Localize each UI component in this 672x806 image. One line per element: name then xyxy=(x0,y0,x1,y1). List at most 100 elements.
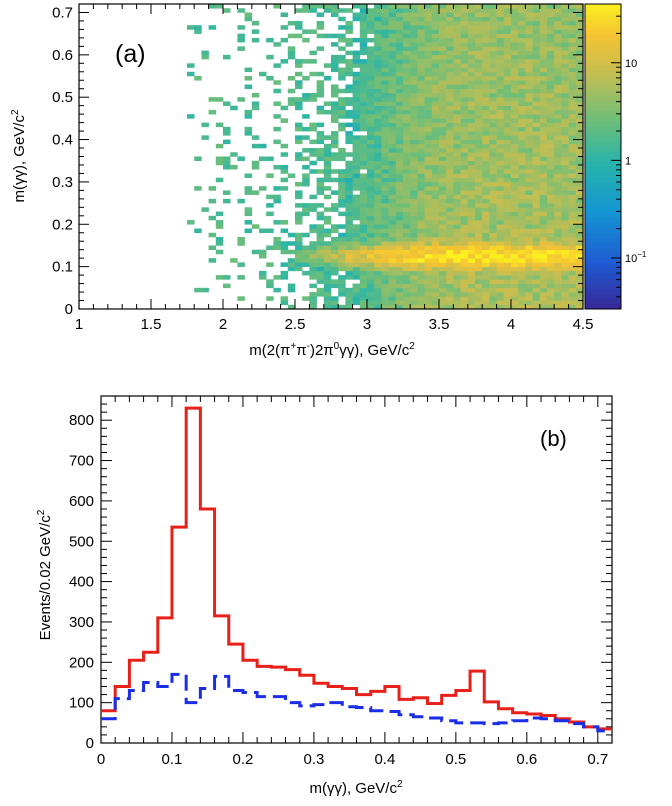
heatmap-cell xyxy=(338,8,346,13)
heatmap-cell xyxy=(547,12,555,18)
heatmap-cell xyxy=(453,203,461,208)
heatmap-cell xyxy=(439,169,447,174)
heatmap-cell xyxy=(439,122,447,128)
heatmap-cell xyxy=(518,249,526,255)
heatmap-cell xyxy=(388,139,397,145)
heatmap-cell xyxy=(403,245,411,250)
heatmap-cell xyxy=(352,186,361,191)
heatmap-cell xyxy=(539,296,548,301)
heatmap-cell xyxy=(388,198,397,204)
colorbar-segment xyxy=(585,115,621,122)
heatmap-cell xyxy=(374,71,382,77)
heatmap-cell xyxy=(374,139,382,145)
heatmap-cell xyxy=(482,186,490,191)
heatmap-cell xyxy=(460,46,469,51)
heatmap-cell xyxy=(410,279,418,284)
heatmap-cell xyxy=(424,279,433,284)
heatmap-cell xyxy=(489,262,497,267)
heatmap-cell xyxy=(352,92,361,98)
heatmap-cell xyxy=(489,181,497,187)
heatmap-cell xyxy=(417,283,425,289)
heatmap-cell xyxy=(446,12,454,18)
heatmap-cell xyxy=(395,67,404,73)
heatmap-cell xyxy=(208,97,217,102)
x-tick-label: 0.3 xyxy=(303,751,324,768)
heatmap-cell xyxy=(525,109,533,115)
heatmap-cell xyxy=(460,253,469,259)
heatmap-cell xyxy=(374,275,382,280)
heatmap-cell xyxy=(359,220,368,225)
heatmap-cell xyxy=(410,186,418,191)
heatmap-cell xyxy=(518,114,526,119)
heatmap-cell xyxy=(338,249,346,255)
heatmap-cell xyxy=(359,101,368,106)
heatmap-cell xyxy=(244,126,253,132)
heatmap-cell xyxy=(575,8,584,13)
heatmap-cell xyxy=(446,114,454,119)
heatmap-cell xyxy=(323,194,332,200)
heatmap-cell xyxy=(388,29,397,34)
heatmap-cell xyxy=(561,228,569,234)
heatmap-cell xyxy=(295,194,303,200)
heatmap-cell xyxy=(547,46,555,51)
heatmap-cell xyxy=(302,59,310,64)
heatmap-cell xyxy=(511,207,519,212)
heatmap-cell xyxy=(511,296,519,301)
heatmap-cell xyxy=(482,152,490,157)
heatmap-cell xyxy=(525,173,533,178)
heatmap-cell xyxy=(568,236,577,242)
heatmap-cell xyxy=(424,283,433,289)
heatmap-cell xyxy=(453,29,461,34)
heatmap-cell xyxy=(410,296,418,301)
heatmap-cell xyxy=(316,148,325,153)
heatmap-cell xyxy=(403,126,411,132)
heatmap-cell xyxy=(547,232,555,238)
heatmap-cell xyxy=(359,266,368,272)
heatmap-cell xyxy=(496,292,505,297)
heatmap-cell xyxy=(532,198,541,204)
heatmap-cell xyxy=(374,156,382,162)
heatmap-cell xyxy=(323,258,332,263)
heatmap-cell xyxy=(410,101,418,106)
heatmap-cell xyxy=(503,25,512,30)
heatmap-cell xyxy=(518,203,526,208)
heatmap-cell xyxy=(439,76,447,81)
heatmap-cell xyxy=(331,177,339,183)
heatmap-cell xyxy=(403,228,411,234)
heatmap-cell xyxy=(496,203,505,208)
heatmap-cell xyxy=(295,84,303,90)
heatmap-cell xyxy=(539,76,548,81)
heatmap-cell xyxy=(287,33,296,39)
heatmap-cell xyxy=(359,296,368,301)
heatmap-cell xyxy=(359,12,368,18)
heatmap-cell xyxy=(302,4,310,9)
heatmap-cell xyxy=(482,37,490,43)
heatmap-cell xyxy=(511,220,519,225)
heatmap-cell xyxy=(352,177,361,183)
heatmap-cell xyxy=(547,29,555,34)
heatmap-cell xyxy=(575,156,584,162)
heatmap-cell xyxy=(503,186,512,191)
heatmap-cell xyxy=(475,76,483,81)
heatmap-cell xyxy=(395,296,404,301)
heatmap-cell xyxy=(467,143,476,149)
heatmap-cell xyxy=(439,198,447,204)
heatmap-cell xyxy=(359,4,368,9)
heatmap-cell xyxy=(374,148,382,153)
heatmap-cell xyxy=(568,304,577,310)
heatmap-cell xyxy=(417,152,425,157)
colorbar-segment xyxy=(585,95,621,101)
heatmap-cell xyxy=(359,105,368,111)
heatmap-cell xyxy=(338,232,346,238)
heatmap-cell xyxy=(295,25,303,30)
heatmap-cell xyxy=(374,126,382,132)
heatmap-cell xyxy=(547,241,555,246)
heatmap-cell xyxy=(424,118,433,123)
heatmap-cell xyxy=(331,262,339,267)
heatmap-cell xyxy=(475,63,483,68)
heatmap-cell xyxy=(475,275,483,280)
heatmap-cell xyxy=(367,88,375,94)
heatmap-cell xyxy=(187,25,195,30)
heatmap-cell xyxy=(417,4,425,9)
heatmap-cell xyxy=(287,101,296,106)
